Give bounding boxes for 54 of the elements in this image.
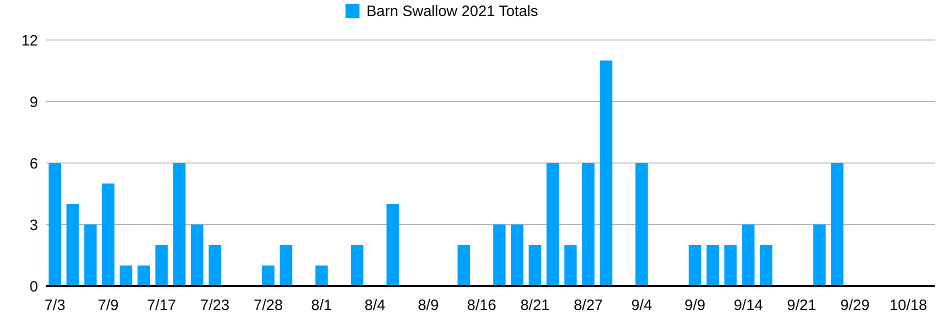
bar [493,224,506,286]
x-tick-label: 8/21 [520,297,550,314]
bar [830,163,844,286]
bar [564,245,577,286]
bar [190,224,204,286]
bar [155,245,168,286]
bar [458,245,470,286]
bar [120,266,132,286]
bar [546,163,559,286]
x-tick-label: 10/18 [890,297,928,314]
bar [48,163,62,286]
bar [742,224,755,286]
x-tick-label: 7/17 [146,297,176,314]
bar [350,245,364,286]
bar [386,204,399,286]
bar [600,60,612,286]
bar [724,245,737,286]
bar [688,245,702,286]
bar [208,245,222,286]
bar [138,266,150,286]
bar [102,184,114,286]
x-tick-label: 8/9 [418,297,439,314]
x-tick-label: 9/9 [684,297,706,314]
x-tick-label: 7/3 [44,297,66,314]
bar [84,224,97,286]
x-tick-label: 8/4 [364,297,386,314]
bar [635,163,648,286]
bar [66,204,79,286]
y-tick-label: 6 [30,155,38,172]
bar [582,163,595,286]
bar [510,224,524,286]
bar [706,245,719,286]
bar [280,245,292,286]
x-tick-label: 8/27 [574,297,603,314]
bar [315,266,328,286]
x-tick-label: 9/29 [840,297,870,314]
x-tick-label: 9/4 [631,297,652,314]
x-tick-label: 9/14 [734,297,763,314]
x-tick-label: 7/28 [254,297,283,314]
x-tick-label: 8/1 [311,297,332,314]
bar [813,224,826,286]
bar [173,163,186,286]
y-tick-label: 3 [30,216,38,234]
y-tick-label: 0 [30,278,38,296]
bar [760,245,772,286]
bar [528,245,542,286]
bar [262,266,274,286]
x-tick-label: 8/16 [467,297,496,314]
x-tick-label: 7/23 [200,297,230,314]
y-tick-label: 9 [30,94,38,111]
x-tick-label: 9/21 [787,297,816,314]
y-tick-label: 12 [21,32,38,50]
x-tick-label: 7/9 [98,297,119,314]
legend-label: Barn Swallow 2021 Totals [366,3,538,20]
